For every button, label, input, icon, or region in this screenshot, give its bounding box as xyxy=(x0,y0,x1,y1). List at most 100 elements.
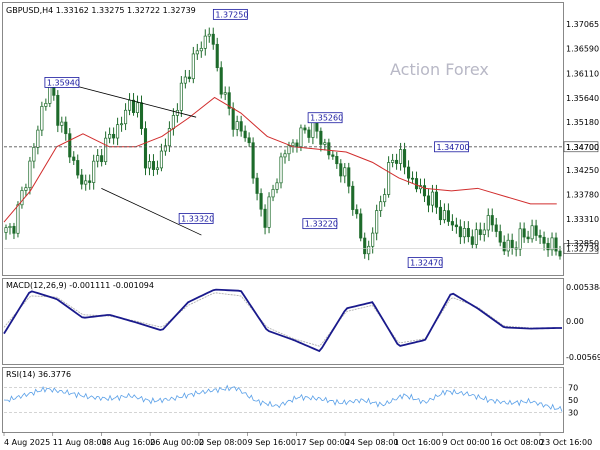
candle-body xyxy=(558,250,562,257)
candle-body xyxy=(96,155,100,162)
candle-body xyxy=(263,208,267,228)
candle-body xyxy=(434,191,439,208)
channel-line xyxy=(61,82,197,118)
candle-body xyxy=(92,160,96,183)
candle-body xyxy=(199,47,203,52)
moving-average-line xyxy=(3,96,557,223)
candle-body xyxy=(538,235,542,238)
candle-body xyxy=(534,225,538,236)
rsi-line xyxy=(3,384,563,412)
candle-body xyxy=(295,142,299,148)
current-price-box xyxy=(563,243,599,254)
candle-body xyxy=(502,241,506,252)
candle-body xyxy=(331,154,335,157)
candle-body xyxy=(287,145,291,155)
price-annotation-box xyxy=(212,8,248,20)
candle-body xyxy=(379,201,383,211)
candle-body xyxy=(426,195,431,206)
x-tick-label: 9 Sep 16:00 xyxy=(248,438,296,447)
candle-body xyxy=(271,189,275,198)
candle-body xyxy=(267,196,271,228)
x-tick-label: 2 Sep 08:00 xyxy=(199,438,247,447)
price-annotation-label: 1.32470 xyxy=(410,259,443,268)
candle-body xyxy=(16,204,20,234)
rsi-plot xyxy=(3,384,563,413)
candle-body xyxy=(550,237,554,251)
candle-body xyxy=(48,86,52,104)
macd-panel-frame xyxy=(2,278,564,365)
candle-body xyxy=(124,109,128,125)
candle-body xyxy=(219,67,223,95)
rsi-panel-frame xyxy=(2,367,564,433)
symbol-header: GBPUSD,H4 1.33162 1.33275 1.32722 1.3273… xyxy=(6,6,196,15)
candle-body xyxy=(395,159,399,164)
candle-body xyxy=(8,226,12,229)
price-annotation-box xyxy=(407,257,443,268)
candle-body xyxy=(522,228,526,238)
x-tick-label: 16 Oct 08:00 xyxy=(491,438,543,447)
candle-body xyxy=(171,115,175,129)
price-annotation-label: 1.35260 xyxy=(310,114,343,123)
candle-body xyxy=(442,210,446,221)
candle-body xyxy=(279,156,283,184)
candle-body xyxy=(128,99,132,111)
x-tick-label: 1 Oct 16:00 xyxy=(394,438,441,447)
candle-body xyxy=(343,167,347,177)
candle-body xyxy=(359,213,363,239)
price-tick-label: 1.35180 xyxy=(566,118,599,127)
candle-body xyxy=(482,229,486,235)
price-annotation-box xyxy=(178,213,214,224)
x-tick-label: 24 Sep 08:00 xyxy=(345,438,398,447)
macd-plot xyxy=(3,288,562,353)
candle-body xyxy=(211,33,215,45)
candle-body xyxy=(187,76,191,80)
candle-body xyxy=(307,129,311,138)
candle-body xyxy=(28,160,32,189)
watermark: Action Forex xyxy=(390,60,489,79)
candle-body xyxy=(486,215,490,231)
candle-body xyxy=(466,228,470,238)
candle-body xyxy=(36,129,40,148)
candle-body xyxy=(104,137,108,163)
candle-body xyxy=(438,206,442,221)
candle-body xyxy=(207,33,211,37)
candle-body xyxy=(546,242,550,251)
x-tick-label: 4 Aug 2025 xyxy=(4,438,50,447)
candle-body xyxy=(52,86,56,96)
price-annotation-label: 1.34700 xyxy=(436,143,469,152)
x-tick-label: 17 Sep 00:00 xyxy=(296,438,349,447)
candle-body xyxy=(40,106,44,131)
x-tick-label: 26 Aug 00:00 xyxy=(150,438,204,447)
candle-body xyxy=(478,229,482,235)
candle-body xyxy=(203,35,207,49)
macd-tick-label: 0.00 xyxy=(566,317,584,326)
candle-body xyxy=(12,226,16,234)
candle-body xyxy=(88,180,92,183)
candle-body xyxy=(100,155,104,163)
candle-body xyxy=(458,226,462,238)
candle-body xyxy=(147,161,152,169)
candle-body xyxy=(72,156,76,161)
candle-body xyxy=(367,245,371,255)
candle-body xyxy=(327,142,331,156)
price-tick-label: 1.32850 xyxy=(566,239,599,248)
candle-body xyxy=(275,182,279,190)
candle-body xyxy=(454,224,458,228)
candle-body xyxy=(530,225,534,240)
candle-body xyxy=(339,163,343,177)
x-tick-label: 11 Aug 08:00 xyxy=(53,438,107,447)
candle-body xyxy=(399,149,403,164)
price-annotation-box xyxy=(307,112,343,124)
candle-body xyxy=(76,160,80,176)
candle-body xyxy=(291,142,295,147)
candle-body xyxy=(335,156,339,165)
candle-body xyxy=(20,190,24,206)
candle-body xyxy=(235,121,239,130)
candle-body xyxy=(347,167,351,187)
candle-body xyxy=(363,237,367,255)
candle-body xyxy=(255,177,259,194)
candle-body xyxy=(391,159,395,163)
x-tick-label: 18 Aug 16:00 xyxy=(101,438,155,447)
candle-body xyxy=(498,231,502,243)
candle-body xyxy=(470,236,474,245)
